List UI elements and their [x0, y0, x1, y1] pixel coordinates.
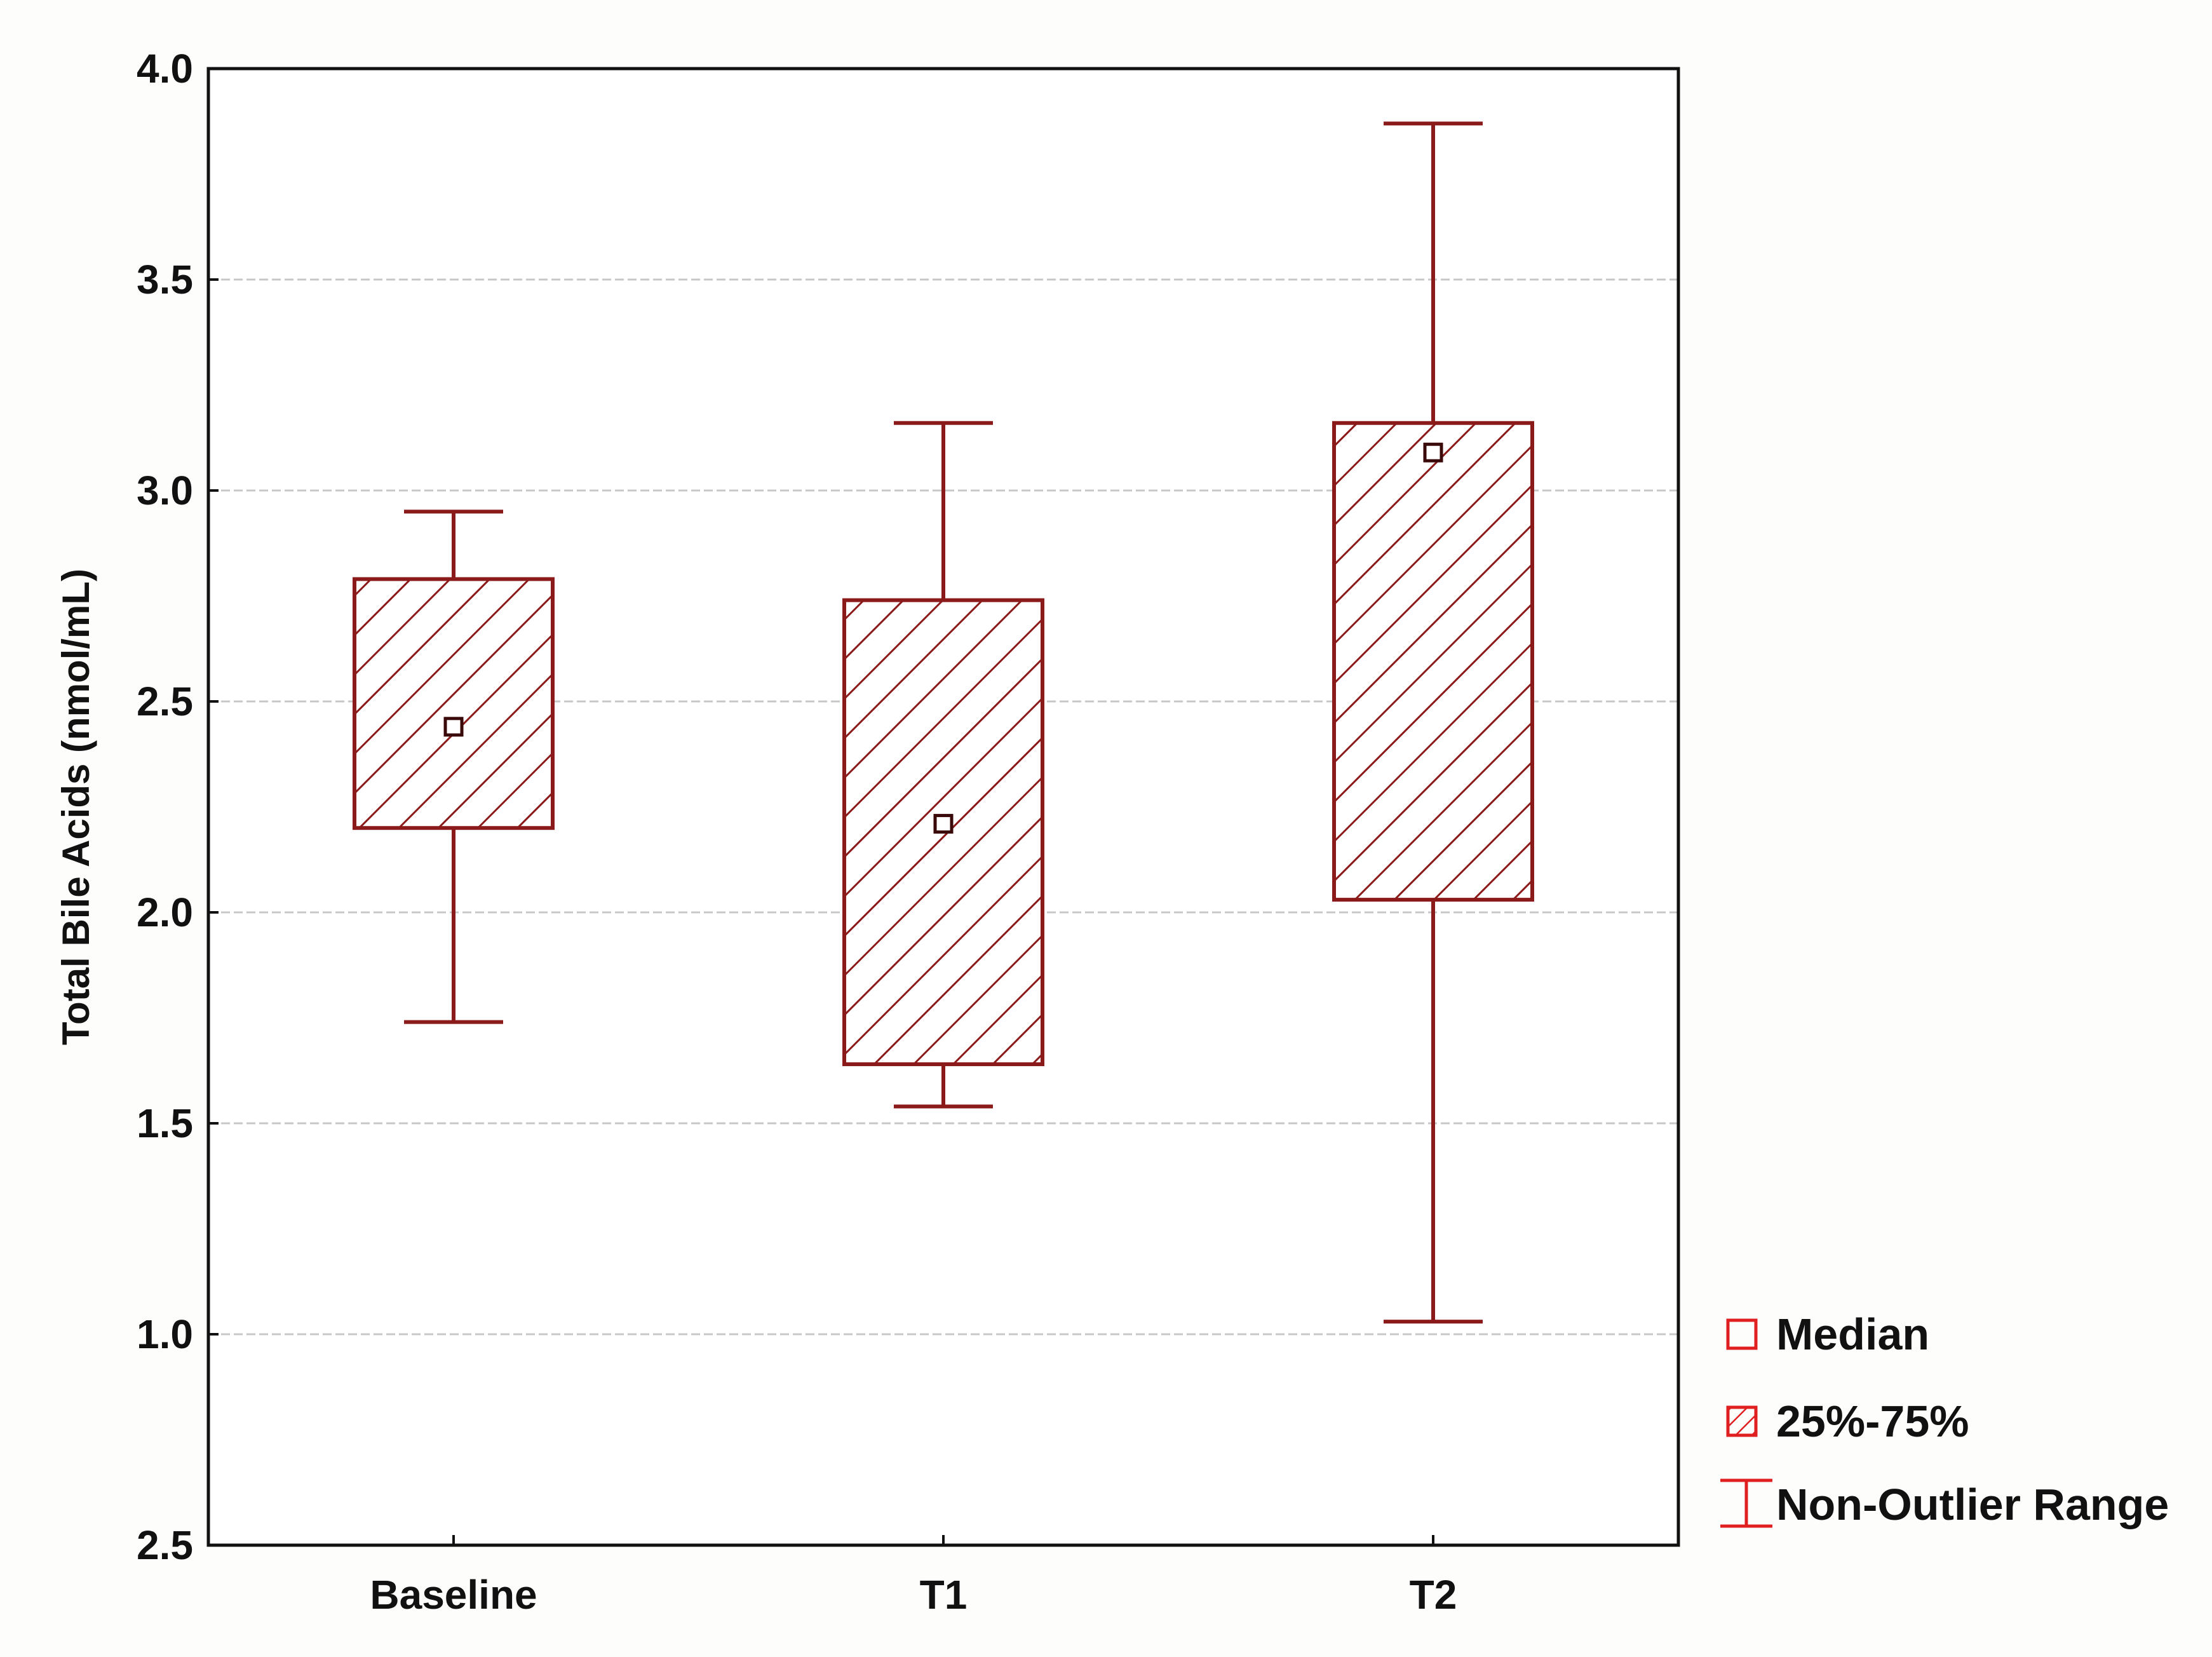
legend-label-range: Non-Outlier Range: [1776, 1480, 2169, 1529]
y-tick-label: 3.5: [137, 257, 193, 302]
y-tick-label: 1.0: [137, 1311, 193, 1357]
y-tick-label: 1.5: [137, 1100, 193, 1146]
legend-label-box: 25%-75%: [1776, 1397, 1969, 1446]
iqr-box: [1332, 421, 1534, 902]
median-marker: [443, 717, 464, 737]
whisker-legend-icon: [1720, 1478, 1772, 1528]
y-tick-label: 3.0: [137, 468, 193, 513]
y-tick-label: 2.0: [137, 889, 193, 935]
boxes: [353, 121, 1534, 1324]
legend-label-median: Median: [1776, 1309, 1929, 1359]
box-t2: [1332, 121, 1534, 1324]
box-legend-icon: [1726, 1405, 1758, 1437]
box-baseline: [353, 510, 555, 1024]
y-tick-label: 2.5: [137, 1522, 193, 1568]
x-tick-label: Baseline: [370, 1572, 537, 1618]
y-tick-label: 2.5: [137, 679, 193, 724]
box-t1: [842, 421, 1044, 1109]
median-marker: [933, 814, 954, 834]
x-tick-label: T1: [920, 1572, 968, 1618]
y-tick-label: 4.0: [137, 46, 193, 91]
x-tick-label: T2: [1410, 1572, 1457, 1618]
median-legend-icon: [1726, 1318, 1758, 1350]
median-marker: [1423, 442, 1443, 463]
axis-ticks: 2.5 1.0 1.5 2.0 2.5 3.0 3.5 4.0 Baseline T1 T2: [137, 46, 1457, 1618]
legend: Median 25%-75% Non-Outlier Range: [1720, 1309, 2169, 1529]
y-axis-title: Total Bile Acids (nmol/mL): [55, 569, 97, 1045]
iqr-box: [353, 577, 555, 830]
